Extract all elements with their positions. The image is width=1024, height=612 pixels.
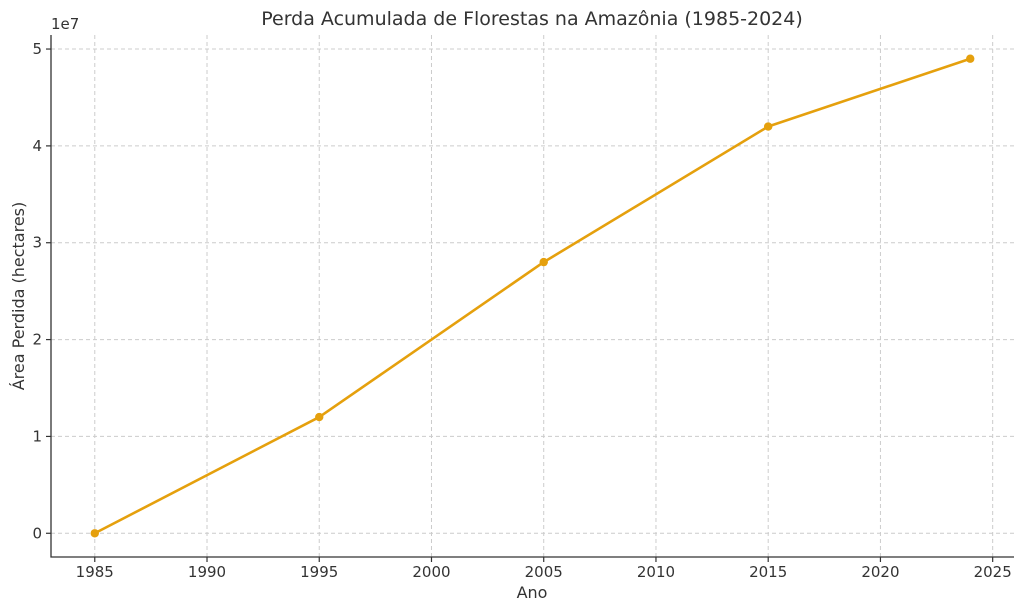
y-tick-label: 3 (32, 234, 42, 252)
tick-layer: 1985 1990 1995 2000 2005 2010 2015 2020 2025 0 1 2 3… (32, 40, 1011, 581)
y-axis-offset-label: 1e7 (51, 15, 79, 33)
chart-title: Perda Acumulada de Florestas na Amazônia… (261, 8, 803, 30)
x-tick-label: 2000 (412, 563, 450, 581)
x-tick-label: 2025 (974, 563, 1012, 581)
y-tick-label: 2 (32, 331, 42, 349)
axes-spine (50, 35, 1014, 558)
x-tick-label: 2005 (525, 563, 563, 581)
y-tick-label: 5 (32, 40, 42, 58)
data-point (539, 257, 548, 267)
x-axis-label: Ano (517, 583, 548, 602)
x-tick-label: 2015 (749, 563, 787, 581)
data-point (966, 54, 975, 63)
y-axis-label: Área Perdida (hectares) (9, 202, 28, 391)
axes (50, 35, 1014, 558)
y-tick-label: 1 (32, 427, 42, 445)
x-tick-label: 1990 (188, 563, 226, 581)
series-line (93, 57, 972, 535)
x-tick-label: 2010 (637, 563, 675, 581)
y-tick-label: 4 (32, 137, 42, 155)
data-point (315, 412, 324, 422)
data-point (90, 529, 99, 538)
x-tick-label: 2020 (861, 563, 899, 581)
series-layer (90, 54, 975, 538)
grid (51, 35, 1014, 557)
x-tick-label: 1995 (300, 563, 338, 581)
x-tick-label: 1985 (76, 563, 114, 581)
data-point (763, 122, 773, 131)
y-tick-label: 0 (32, 524, 42, 542)
